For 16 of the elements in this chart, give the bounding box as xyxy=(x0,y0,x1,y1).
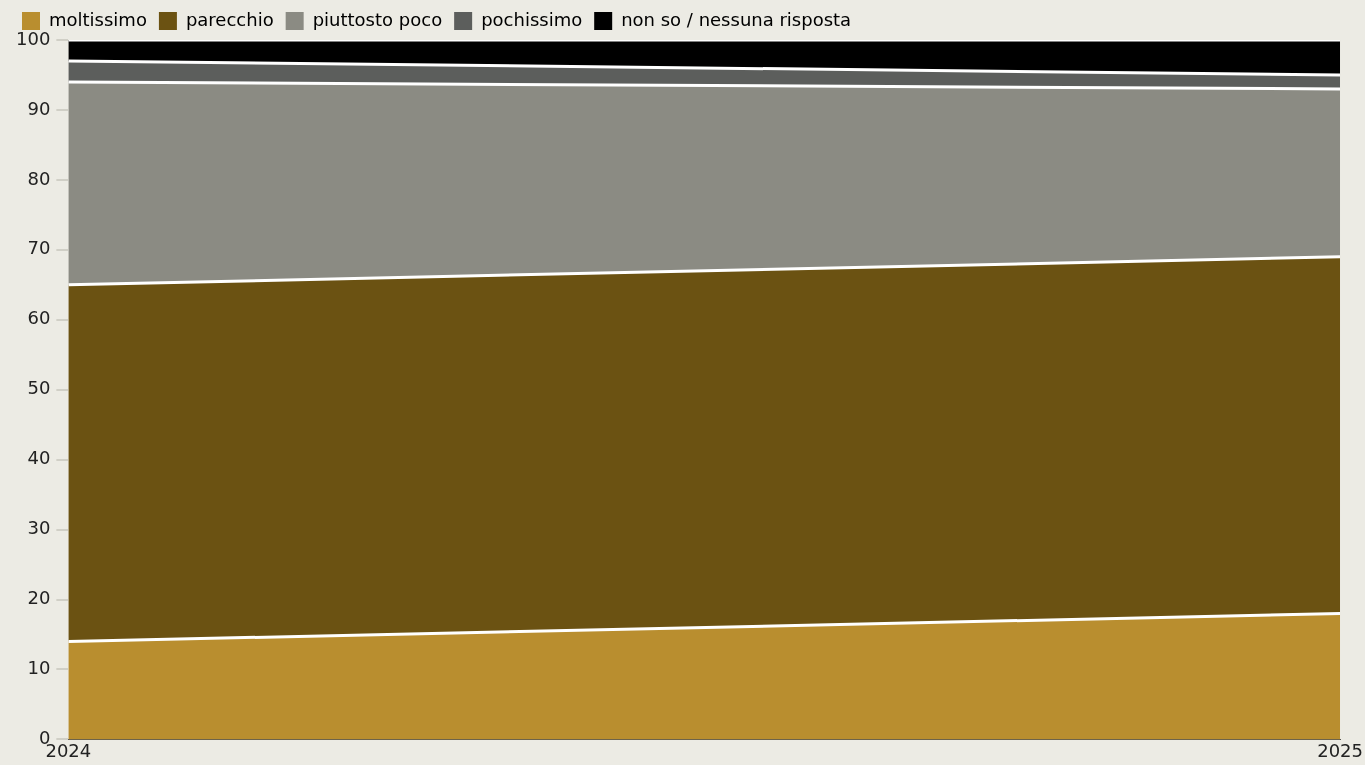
y-tick-label: 60 xyxy=(27,307,51,329)
legend-label: piuttosto poco xyxy=(312,8,443,30)
legend-label: moltissimo xyxy=(49,8,147,30)
y-tick-label: 40 xyxy=(27,447,51,469)
y-tick-label: 100 xyxy=(16,27,51,49)
y-tick-label: 30 xyxy=(27,517,51,539)
y-tick-label: 90 xyxy=(27,97,51,119)
legend-label: pochissimo xyxy=(481,8,583,30)
y-tick-label: 50 xyxy=(27,377,51,399)
y-tick-label: 10 xyxy=(27,657,51,679)
x-tick-label: 2025 xyxy=(1317,739,1363,761)
y-tick-label: 70 xyxy=(27,237,51,259)
y-tick-label: 80 xyxy=(27,167,51,189)
legend-label: parecchio xyxy=(185,8,274,30)
y-tick-label: 20 xyxy=(27,587,51,609)
legend-label: non so / nessuna risposta xyxy=(621,8,852,30)
